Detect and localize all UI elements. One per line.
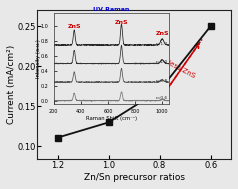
X-axis label: Zn/Sn precursor ratios: Zn/Sn precursor ratios xyxy=(84,173,185,182)
Text: less ZnS: less ZnS xyxy=(166,60,196,79)
Y-axis label: Current (mA/cm²): Current (mA/cm²) xyxy=(7,45,16,124)
